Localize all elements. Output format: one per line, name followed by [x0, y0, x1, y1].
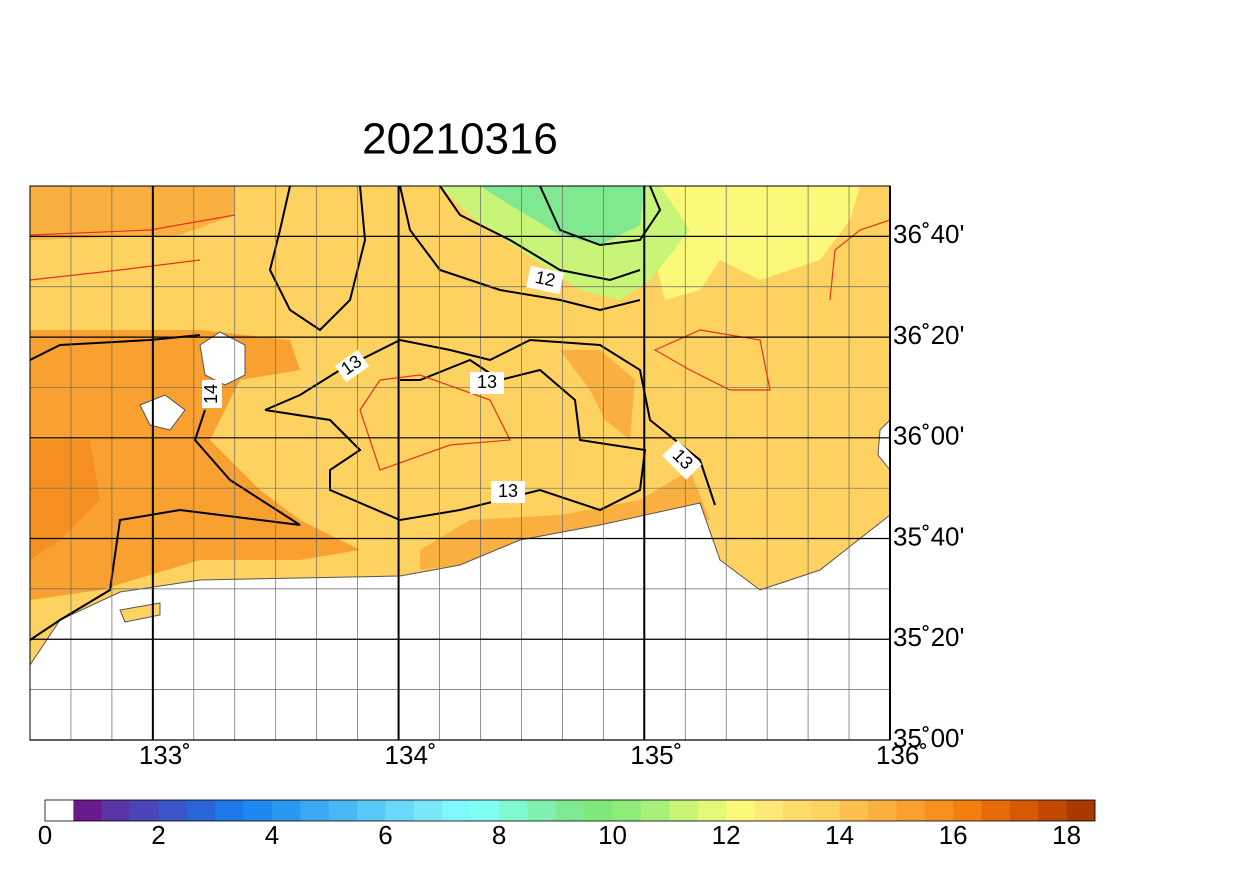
colorbar-frame — [44, 799, 1096, 822]
contours-fine — [30, 214, 890, 471]
colorbar-tick-label: 4 — [265, 820, 279, 850]
colorbar: 0 2 4 6 8 10 12 14 16 18 — [38, 799, 1096, 850]
colorbar-tick-label: 16 — [939, 820, 968, 850]
warm-zone — [560, 350, 635, 440]
colorbar-tick-label: 0 — [38, 820, 52, 850]
colorbar-box — [867, 800, 897, 821]
island — [199, 331, 246, 386]
colorbar-box — [669, 800, 699, 821]
colorbar-tick-label: 12 — [712, 820, 741, 850]
colorbar-box — [697, 800, 727, 821]
colorbar-box — [612, 800, 642, 821]
colorbar-box — [73, 800, 103, 821]
contour-label: 12 — [533, 267, 557, 291]
axis-labels: 133˚ 134˚ 135˚ 136˚35˚00' 35˚20' 35˚40' 36˚00'… — [139, 219, 965, 770]
warm-zone — [30, 440, 100, 560]
plot-frame — [29, 185, 891, 741]
contour-label: 14 — [201, 384, 221, 404]
contour-label: 13 — [498, 481, 518, 501]
colorbar-box — [499, 800, 528, 821]
lon-tick-label: 134˚ — [385, 740, 437, 770]
colorbar-box — [981, 800, 1011, 821]
colorbar-box — [272, 800, 301, 821]
colorbar-box — [527, 800, 557, 821]
colorbar-box — [45, 800, 74, 821]
land — [877, 419, 890, 471]
colorbar-box — [243, 800, 273, 821]
colorbar-tick-label: 8 — [492, 820, 506, 850]
map-title: 20210316 — [362, 115, 558, 164]
colorbar-box — [839, 800, 869, 821]
colorbar-box — [101, 800, 131, 821]
island — [119, 602, 161, 623]
lon-tick-label: 136˚ — [876, 740, 928, 770]
colorbar-tick-label: 6 — [378, 820, 392, 850]
colorbar-box — [186, 800, 216, 821]
lat-tick-label: 35˚20' — [893, 622, 964, 652]
colorbar-box — [1009, 800, 1039, 821]
lat-tick-label: 36˚00' — [893, 421, 964, 451]
colorbar-box — [215, 800, 244, 821]
cool-zone — [650, 186, 860, 300]
colorbar-box — [640, 800, 670, 821]
colorbar-box — [754, 800, 784, 821]
colorbar-tick-label: 18 — [1052, 820, 1081, 850]
colorbar-box — [300, 800, 330, 821]
colorbar-box — [158, 800, 188, 821]
colorbar-box — [357, 800, 386, 821]
colorbar-box — [442, 800, 471, 821]
colorbar-box — [896, 800, 926, 821]
lat-tick-label: 35˚00' — [893, 723, 964, 753]
colorbar-box — [1066, 800, 1096, 821]
lon-tick-label: 135˚ — [630, 740, 682, 770]
colorbar-box — [924, 800, 954, 821]
colorbar-box — [782, 800, 812, 821]
colorbar-box — [584, 800, 613, 821]
colorbar-box — [953, 800, 982, 821]
colorbar-tick-label: 14 — [825, 820, 854, 850]
colorbar-box — [413, 800, 443, 821]
warm-zone — [420, 470, 710, 570]
colorbar-box — [385, 800, 415, 821]
colorbar-box — [555, 800, 585, 821]
colorbar-tick-label: 10 — [598, 820, 627, 850]
colorbar-box — [130, 800, 159, 821]
sst-field — [30, 186, 890, 740]
colorbar-box — [470, 800, 500, 821]
lat-tick-label: 36˚20' — [893, 320, 964, 350]
land — [30, 502, 890, 740]
warm-zone — [30, 330, 360, 600]
contours — [30, 186, 716, 641]
colorbar-box — [726, 800, 755, 821]
colorbar-tick-label: 2 — [151, 820, 165, 850]
lat-tick-label: 36˚40' — [893, 219, 964, 249]
colorbar-box — [328, 800, 358, 821]
lat-tick-label: 35˚40' — [893, 521, 964, 551]
contour-label: 13 — [477, 372, 497, 392]
colorbar-box — [1038, 800, 1067, 821]
warm-zone — [30, 186, 235, 240]
island — [139, 394, 186, 431]
colorbar-box — [811, 800, 840, 821]
lon-tick-label: 133˚ — [139, 740, 191, 770]
